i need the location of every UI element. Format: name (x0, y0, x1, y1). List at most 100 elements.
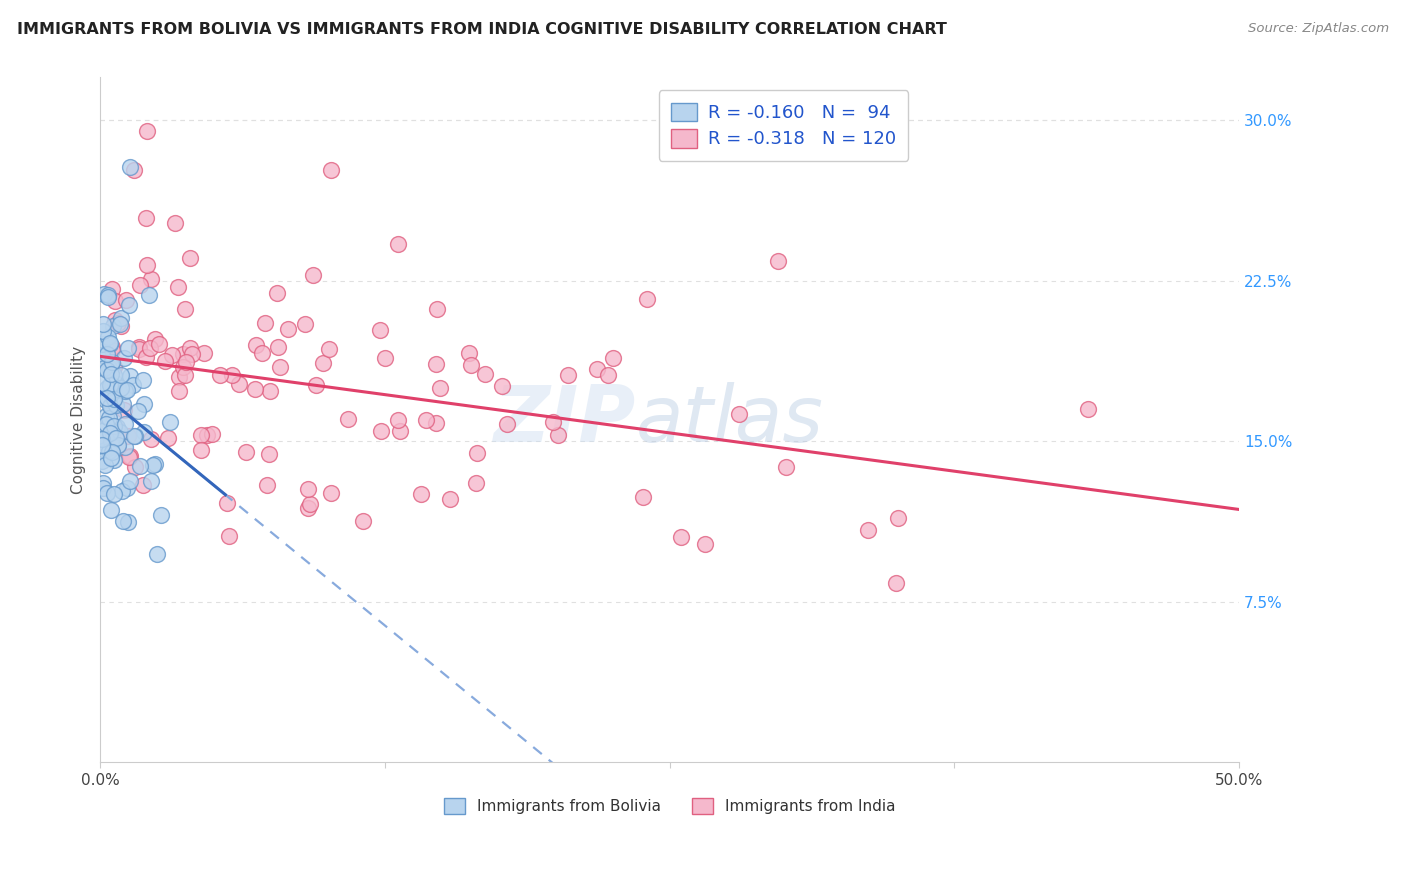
Point (111, 483, 134, 498)
Point (97, 360, 120, 375)
Point (277, 321, 299, 335)
Point (167, 384, 190, 398)
Point (491, 379, 513, 393)
Point (541, 415, 564, 429)
Point (426, 301, 449, 316)
Point (245, 382, 267, 396)
Point (139, 341, 162, 355)
Text: IMMIGRANTS FROM BOLIVIA VS IMMIGRANTS FROM INDIA COGNITIVE DISABILITY CORRELATIO: IMMIGRANTS FROM BOLIVIA VS IMMIGRANTS FR… (17, 22, 946, 37)
Point (117, 383, 139, 397)
Point (201, 426, 224, 441)
Point (94, 458, 117, 472)
Point (139, 475, 162, 489)
Point (856, 523, 879, 537)
Point (602, 351, 624, 366)
Point (104, 293, 127, 308)
Point (100, 282, 122, 296)
Point (132, 373, 155, 387)
Point (636, 293, 658, 307)
Point (98, 399, 121, 413)
Point (305, 377, 328, 392)
Text: ZIP: ZIP (494, 382, 636, 458)
Point (319, 485, 342, 500)
Point (218, 529, 240, 543)
Point (245, 337, 267, 351)
Point (409, 487, 432, 501)
Point (269, 360, 291, 375)
Point (114, 441, 136, 455)
Point (101, 354, 124, 368)
Point (465, 476, 488, 491)
Point (91, 481, 114, 495)
Point (458, 346, 481, 360)
Point (94, 409, 117, 424)
Point (557, 368, 579, 383)
Point (117, 515, 139, 529)
Point (103, 360, 125, 375)
Point (107, 316, 129, 330)
Point (91, 337, 114, 351)
Point (124, 460, 146, 475)
Point (174, 302, 197, 317)
Point (103, 419, 125, 434)
Point (98, 335, 121, 350)
Point (117, 341, 139, 355)
Point (138, 288, 160, 302)
Point (93, 318, 115, 332)
Point (110, 368, 132, 382)
Point (142, 458, 165, 472)
Point (97, 330, 120, 344)
Point (129, 278, 152, 293)
Y-axis label: Cognitive Disability: Cognitive Disability (72, 346, 86, 494)
Point (100, 397, 122, 411)
Point (96, 346, 118, 360)
Point (253, 316, 276, 330)
Point (132, 478, 155, 492)
Point (179, 251, 201, 265)
Point (631, 490, 654, 504)
Point (100, 343, 122, 358)
Point (124, 429, 146, 443)
Point (100, 434, 122, 449)
Point (100, 503, 122, 517)
Point (352, 514, 374, 528)
Point (267, 340, 290, 354)
Point (387, 413, 409, 427)
Point (100, 451, 122, 466)
Point (157, 430, 180, 444)
Point (172, 347, 194, 361)
Point (96, 392, 118, 406)
Point (180, 347, 202, 361)
Point (884, 576, 907, 591)
Point (118, 474, 141, 488)
Point (217, 496, 239, 510)
Point (298, 497, 321, 511)
Point (115, 481, 138, 495)
Point (122, 378, 145, 392)
Point (132, 425, 155, 439)
Point (294, 317, 316, 331)
Point (128, 339, 150, 353)
Point (110, 311, 132, 326)
Point (132, 397, 155, 411)
Point (425, 357, 447, 371)
Point (91, 348, 114, 362)
Point (101, 409, 124, 423)
Point (148, 336, 170, 351)
Point (107, 423, 129, 437)
Point (97, 444, 120, 458)
Point (114, 384, 136, 398)
Point (167, 279, 190, 293)
Point (112, 403, 135, 417)
Point (118, 161, 141, 175)
Point (209, 368, 232, 382)
Point (669, 530, 692, 544)
Point (104, 313, 127, 327)
Point (439, 492, 461, 507)
Point (117, 429, 139, 443)
Point (103, 453, 125, 467)
Point (97, 290, 120, 304)
Point (135, 258, 157, 272)
Point (159, 415, 181, 429)
Point (728, 408, 751, 422)
